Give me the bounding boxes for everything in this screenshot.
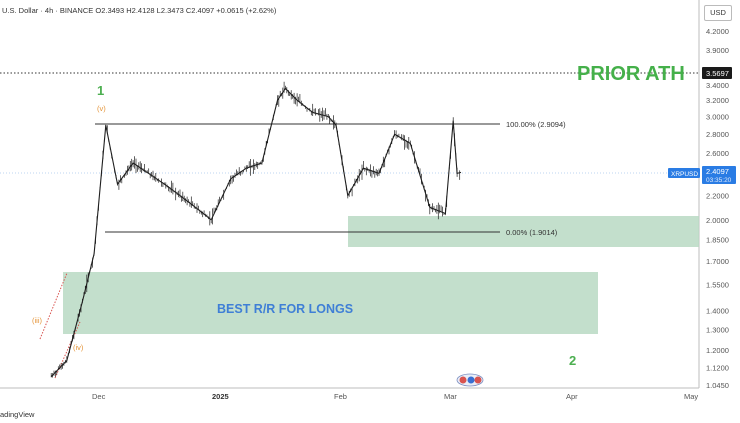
- price-tick-label: 1.5500: [706, 281, 729, 290]
- time-tick-label: Feb: [334, 392, 347, 401]
- price-tick-label: 3.0000: [706, 113, 729, 122]
- time-tick-label: 2025: [212, 392, 229, 401]
- price-tick-label: 1.3000: [706, 325, 729, 334]
- wave-iv-label: (iv): [73, 343, 84, 352]
- price-noise: [50, 81, 461, 378]
- svg-text:3.5697: 3.5697: [706, 69, 729, 78]
- symbol-title: U.S. Dollar · 4h · BINANCE: [2, 6, 94, 15]
- ohlc-values: O2.3493 H2.4128 L2.3473 C2.4097 +0.0615 …: [95, 6, 277, 15]
- wave-iii-label: (iii): [32, 316, 42, 325]
- best-rr-zone: [63, 272, 598, 334]
- symbol-header: U.S. Dollar · 4h · BINANCE O2.3493 H2.41…: [2, 6, 276, 15]
- price-tick-label: 2.8000: [706, 130, 729, 139]
- price-tick-label: 3.2000: [706, 96, 729, 105]
- svg-text:03:35:20: 03:35:20: [706, 177, 732, 184]
- time-tick-label: Dec: [92, 392, 106, 401]
- prior-ath-price-tag: 3.5697: [702, 67, 732, 79]
- price-tick-label: 1.4000: [706, 307, 729, 316]
- current-price-tag: XRPUSD 2.4097 03:35:20: [668, 166, 736, 184]
- wave-2-label: 2: [569, 353, 576, 368]
- best-rr-label: BEST R/R FOR LONGS: [217, 302, 353, 316]
- prior-ath-label: PRIOR ATH: [577, 63, 685, 85]
- price-tick-label: 2.2000: [706, 192, 729, 201]
- svg-text:XRPUSD: XRPUSD: [671, 171, 698, 178]
- time-tick-label: Mar: [444, 392, 457, 401]
- svg-text:2.4097: 2.4097: [706, 167, 729, 176]
- price-tick-label: 1.2000: [706, 346, 729, 355]
- price-axis[interactable]: 4.20003.90003.60003.40003.20003.00002.80…: [706, 27, 729, 390]
- time-tick-label: Apr: [566, 392, 578, 401]
- time-tick-label: May: [684, 392, 698, 401]
- price-tick-label: 1.1200: [706, 363, 729, 372]
- price-tick-label: 1.0450: [706, 381, 729, 390]
- event-flag-icon[interactable]: [456, 373, 484, 387]
- price-tick-label: 3.9000: [706, 46, 729, 55]
- support-zone: [348, 216, 699, 247]
- currency-button[interactable]: USD: [704, 5, 732, 21]
- price-tick-label: 1.7000: [706, 257, 729, 266]
- time-axis[interactable]: Dec 2025 Feb Mar Apr May: [92, 392, 698, 401]
- price-tick-label: 3.4000: [706, 81, 729, 90]
- price-tick-label: 2.0000: [706, 216, 729, 225]
- footer-watermark: adingView: [0, 410, 35, 419]
- fib-100-label: 100.00% (2.9094): [506, 120, 566, 129]
- price-tick-label: 1.8500: [706, 236, 729, 245]
- price-tick-label: 2.6000: [706, 149, 729, 158]
- wave-1-label: 1: [97, 83, 104, 98]
- fib-0-label: 0.00% (1.9014): [506, 228, 558, 237]
- price-tick-label: 4.2000: [706, 27, 729, 36]
- wave-v-label: (v): [97, 104, 106, 113]
